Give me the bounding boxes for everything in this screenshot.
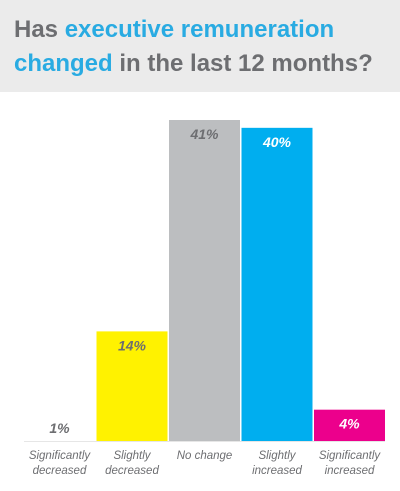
data-label-no-change: 41%: [189, 126, 219, 142]
bar-slightly-decreased: [96, 331, 168, 441]
title-text-part2: in the last 12 months?: [112, 50, 373, 77]
data-label-slightly-decreased: 14%: [118, 337, 147, 353]
category-label-significantly-decreased-line1: Significantly: [29, 450, 92, 462]
category-label-slightly-decreased-line2: decreased: [105, 465, 159, 477]
bar-significantly-increased: [314, 409, 385, 441]
bar-no-change: [169, 120, 240, 441]
category-label-slightly-decreased-line1: Slightly: [113, 450, 151, 462]
category-label-no-change-line1: No change: [177, 450, 233, 462]
data-label-significantly-decreased: 1%: [49, 420, 70, 436]
category-label-significantly-increased-line1: Significantly: [319, 450, 382, 462]
category-label-significantly-increased-line2: increased: [325, 465, 375, 477]
title-banner: Has executive remuneration changed in th…: [0, 0, 400, 92]
bar-slightly-increased: [241, 127, 313, 441]
bar-significantly-decreased: [24, 433, 95, 441]
category-label-slightly-increased-line1: Slightly: [258, 450, 296, 462]
category-label-slightly-increased-line2: increased: [252, 465, 302, 477]
data-label-significantly-increased: 4%: [338, 416, 360, 432]
data-label-slightly-increased: 40%: [262, 134, 292, 150]
title-text-part1: Has: [14, 16, 65, 43]
chart-title: Has executive remuneration changed in th…: [14, 13, 394, 81]
title-accent-part1: executive remuneration: [64, 16, 335, 43]
title-accent-part2: changed: [14, 50, 113, 77]
category-label-significantly-decreased-line2: decreased: [33, 465, 87, 477]
